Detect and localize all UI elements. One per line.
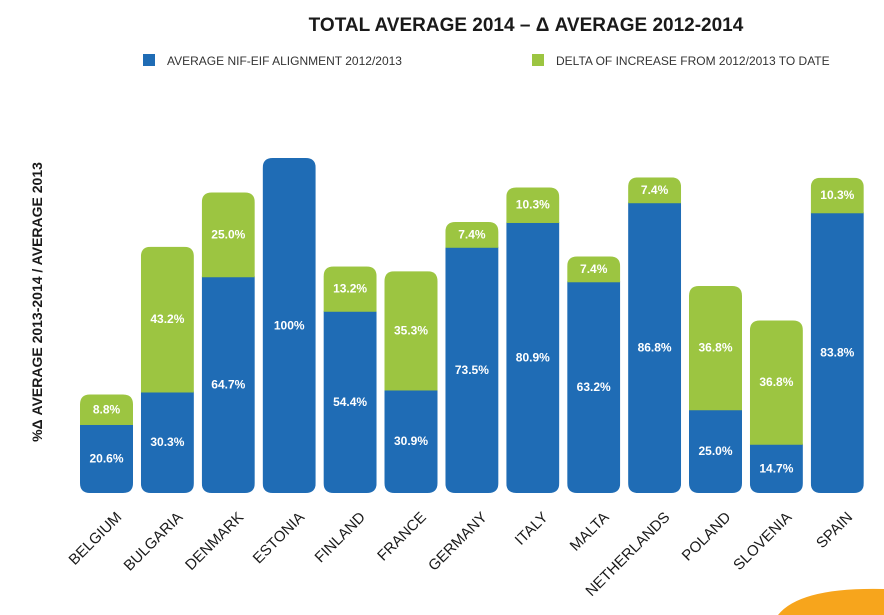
value-label-delta-malta: 7.4% — [580, 262, 608, 276]
value-label-delta-spain: 10.3% — [820, 188, 854, 202]
value-label-alignment-malta: 63.2% — [577, 380, 611, 394]
bars: 20.6% 8.8% 30.3% 43.2% 64.7% 25.0% 100% 54.4% 13… — [80, 158, 864, 494]
bar-segment-alignment-italy — [506, 221, 560, 494]
bar-segment-delta-netherlands — [628, 177, 682, 204]
bar-segment-alignment-spain — [810, 212, 864, 493]
value-label-delta-finland: 13.2% — [333, 282, 367, 296]
x-tick-france: FRANCE — [374, 509, 430, 565]
x-tick-finland: FINLAND — [312, 509, 370, 567]
bar-segment-alignment-belgium — [80, 423, 133, 493]
bar-segment-alignment-bulgaria — [140, 391, 194, 493]
bar-slovenia — [749, 320, 803, 493]
value-label-delta-poland: 36.8% — [698, 341, 732, 355]
value-label-delta-netherlands: 7.4% — [641, 183, 669, 197]
bar-segment-alignment-germany — [445, 246, 499, 493]
bar-segment-alignment-denmark — [201, 276, 255, 493]
value-label-alignment-finland: 54.4% — [333, 395, 367, 409]
value-label-delta-italy: 10.3% — [516, 198, 550, 212]
bar-segment-delta-slovenia — [749, 320, 803, 445]
bar-segment-delta-malta — [567, 256, 621, 283]
bar-poland — [689, 285, 742, 493]
value-label-alignment-denmark: 64.7% — [211, 378, 245, 392]
bar-finland — [323, 266, 377, 493]
bar-segment-delta-finland — [323, 266, 377, 312]
value-label-alignment-estonia: 100% — [274, 319, 305, 333]
legend-label-delta: DELTA OF INCREASE FROM 2012/2013 TO DATE — [556, 54, 830, 68]
bar-segment-alignment-estonia — [262, 158, 316, 493]
bar-segment-delta-bulgaria — [140, 246, 194, 393]
legend-swatch-green — [532, 54, 544, 66]
value-label-alignment-bulgaria: 30.3% — [150, 435, 184, 449]
bar-segment-delta-spain — [810, 177, 864, 214]
bar-segment-alignment-netherlands — [628, 202, 682, 493]
bar-segment-alignment-finland — [323, 310, 377, 493]
bar-belgium — [80, 394, 133, 493]
bar-segment-delta-belgium — [80, 394, 133, 425]
value-label-alignment-netherlands: 86.8% — [638, 341, 672, 355]
x-tick-italy: ITALY — [512, 509, 552, 549]
x-tick-malta: MALTA — [567, 509, 613, 555]
value-label-alignment-belgium: 20.6% — [89, 451, 123, 465]
bar-segment-delta-italy — [506, 187, 560, 223]
value-label-alignment-germany: 73.5% — [455, 363, 489, 377]
chart-title: TOTAL AVERAGE 2014 – Δ AVERAGE 2012-2014 — [309, 15, 744, 36]
bar-segment-alignment-slovenia — [749, 443, 803, 493]
value-label-alignment-france: 30.9% — [394, 434, 428, 448]
y-axis-label: %Δ AVERAGE 2013-2014 / AVERAGE 2013 — [29, 162, 45, 442]
x-tick-poland: POLAND — [679, 509, 735, 565]
x-tick-germany: GERMANY — [425, 509, 491, 575]
bar-bulgaria — [140, 246, 194, 493]
value-label-alignment-poland: 25.0% — [698, 444, 732, 458]
legend-swatch-blue — [143, 54, 155, 66]
value-label-alignment-italy: 80.9% — [516, 350, 550, 364]
legend-label-alignment: AVERAGE NIF-EIF ALIGNMENT 2012/2013 — [167, 54, 402, 68]
bar-denmark — [201, 192, 255, 493]
x-tick-slovenia: SLOVENIA — [730, 509, 795, 574]
x-tick-bulgaria: BULGARIA — [121, 509, 187, 575]
bar-netherlands — [628, 177, 682, 493]
value-label-delta-bulgaria: 43.2% — [150, 312, 184, 326]
x-tick-belgium: BELGIUM — [66, 509, 126, 569]
bar-segment-delta-france — [384, 271, 438, 391]
bar-segment-delta-denmark — [201, 192, 255, 278]
value-label-delta-denmark: 25.0% — [211, 227, 245, 241]
bar-segment-alignment-poland — [689, 409, 742, 493]
legend: AVERAGE NIF-EIF ALIGNMENT 2012/2013 DELT… — [143, 54, 830, 68]
bar-spain — [810, 177, 864, 493]
value-label-delta-germany: 7.4% — [458, 227, 486, 241]
value-label-alignment-slovenia: 14.7% — [759, 461, 793, 475]
bar-segment-delta-poland — [689, 285, 742, 411]
value-label-alignment-spain: 83.8% — [820, 346, 854, 360]
x-tick-denmark: DENMARK — [182, 509, 247, 574]
bar-italy — [506, 187, 560, 494]
corner-decoration — [778, 588, 884, 615]
value-label-delta-slovenia: 36.8% — [759, 375, 793, 389]
bar-estonia — [262, 158, 316, 493]
value-label-delta-belgium: 8.8% — [93, 402, 121, 416]
x-tick-spain: SPAIN — [813, 509, 856, 552]
bar-segment-alignment-malta — [567, 281, 621, 493]
bar-segment-alignment-france — [384, 389, 438, 493]
value-label-delta-france: 35.3% — [394, 323, 428, 337]
x-tick-estonia: ESTONIA — [250, 509, 308, 567]
bar-segment-delta-germany — [445, 221, 499, 248]
bar-germany — [445, 221, 499, 493]
bar-france — [384, 271, 438, 493]
bar-malta — [567, 256, 621, 493]
